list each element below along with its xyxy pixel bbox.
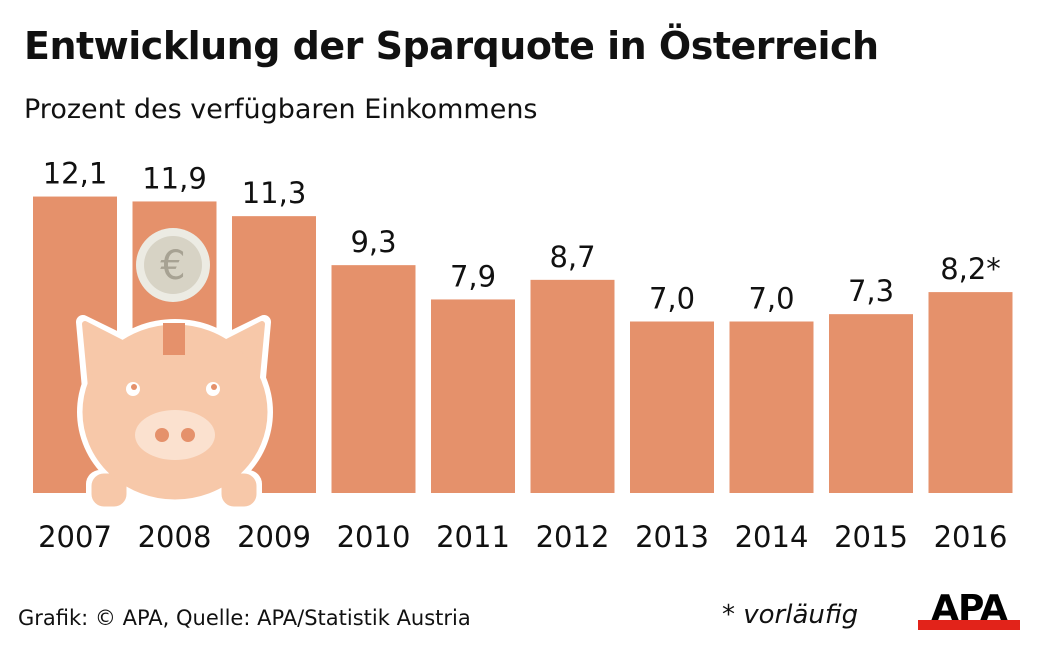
- bar-2012: [530, 279, 615, 493]
- value-label: 12,1: [43, 157, 108, 191]
- value-label: 11,3: [242, 176, 307, 210]
- chart-subtitle: Prozent des verfügbaren Einkommens: [24, 94, 538, 125]
- euro-coin-icon: €: [136, 228, 210, 302]
- value-label: 7,0: [649, 282, 695, 316]
- source-credit: Grafik: © APA, Quelle: APA/Statistik Aus…: [18, 606, 471, 630]
- value-label: 7,9: [450, 259, 496, 293]
- year-label: 2009: [237, 520, 311, 554]
- value-label: 7,0: [748, 282, 794, 316]
- bar-2011: [431, 299, 515, 493]
- year-label: 2016: [934, 520, 1008, 554]
- year-label: 2011: [436, 520, 510, 554]
- year-label: 2012: [536, 520, 610, 554]
- year-label: 2015: [834, 520, 908, 554]
- svg-text:€: €: [160, 243, 185, 289]
- year-label: 2010: [337, 520, 411, 554]
- piggy-bank-icon: [76, 315, 273, 512]
- year-label: 2013: [635, 520, 709, 554]
- bar-2014: [729, 321, 814, 493]
- value-label: 8,2*: [940, 252, 1001, 286]
- year-label: 2008: [138, 520, 212, 554]
- footnote-preliminary: * vorläufig: [722, 600, 859, 630]
- bar-2016: [928, 292, 1013, 493]
- value-label: 8,7: [549, 240, 595, 274]
- bar-2010: [331, 265, 416, 493]
- apa-logo: APA: [918, 590, 1020, 630]
- value-label: 7,3: [848, 274, 894, 308]
- bar-2013: [630, 321, 714, 493]
- value-label: 9,3: [350, 225, 396, 259]
- year-label: 2014: [735, 520, 809, 554]
- chart-title: Entwicklung der Sparquote in Österreich: [24, 24, 879, 68]
- bar-2015: [829, 314, 913, 493]
- value-label: 11,9: [142, 161, 207, 195]
- year-label: 2007: [38, 520, 112, 554]
